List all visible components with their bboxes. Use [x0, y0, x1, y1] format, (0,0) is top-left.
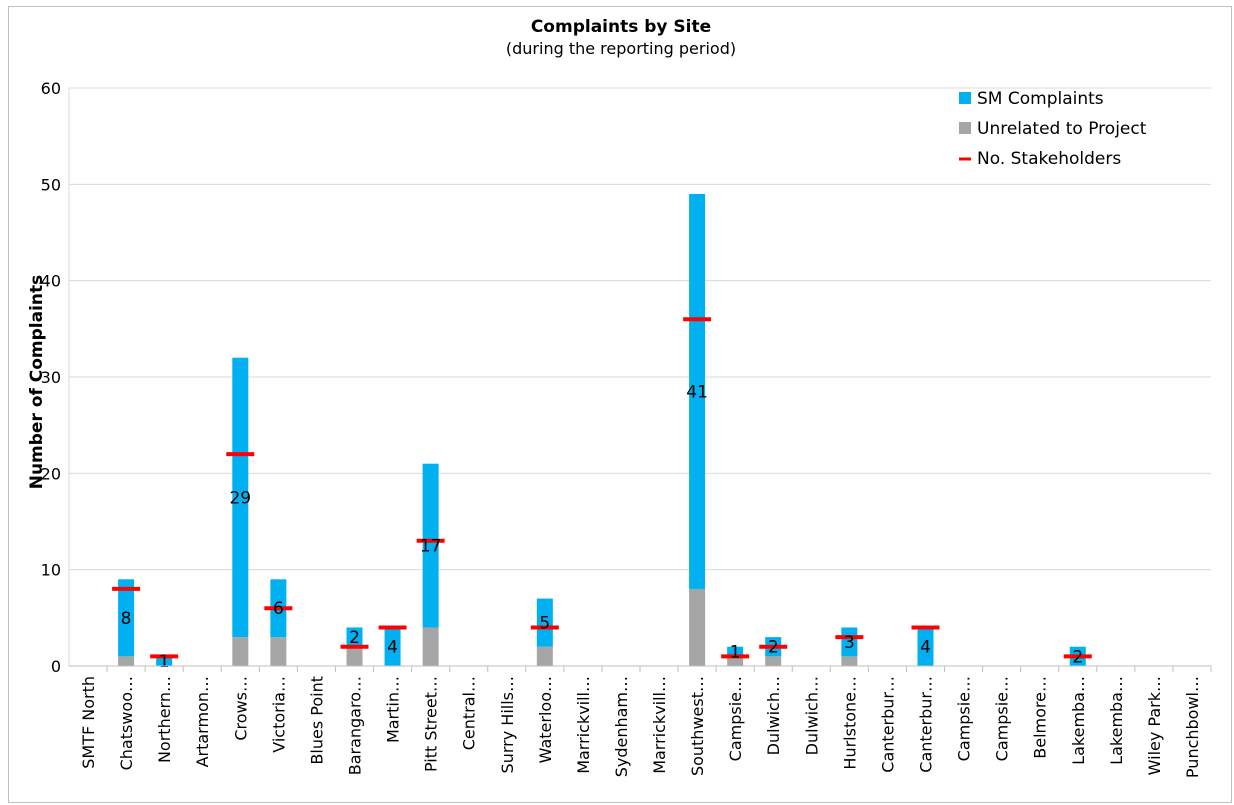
- bar-sm-complaints: [422, 463, 439, 628]
- data-label: 1: [730, 643, 741, 663]
- x-tick-label: Artarmon…: [193, 676, 212, 767]
- x-tick-label: Belmore…: [1031, 676, 1050, 759]
- legend-label-stakeholders: No. Stakeholders: [977, 149, 1121, 169]
- x-tick-label: Campsie…: [993, 676, 1012, 761]
- x-tick-label: Crows…: [231, 676, 250, 741]
- y-tick-label: 40: [41, 272, 61, 291]
- stakeholder-markers: [112, 317, 1092, 659]
- data-label: 1: [159, 652, 170, 672]
- data-label: 6: [273, 599, 284, 619]
- x-tick-label: Wiley Park…: [1145, 676, 1164, 775]
- data-labels: 8 1 29 6 2 4 17 5 41 1 2 3 4 2: [121, 382, 1083, 672]
- bar-sm-complaints: [232, 357, 249, 638]
- bar-sm-complaints: [156, 656, 173, 666]
- data-label: 29: [229, 488, 251, 508]
- y-axis-label: Number of Complaints: [27, 275, 47, 490]
- bar-sm-complaints: [727, 646, 744, 657]
- bar-unrelated: [765, 656, 782, 666]
- y-tick-label: 50: [41, 175, 61, 194]
- x-tick-label: Campsie…: [726, 676, 745, 761]
- bar-unrelated: [270, 637, 287, 666]
- x-tick-label: Hurlstone…: [840, 676, 859, 770]
- x-tick-label: Canterbur…: [917, 676, 936, 773]
- bar-sm-complaints: [841, 627, 858, 657]
- bars: [118, 193, 1086, 666]
- data-label: 2: [768, 638, 779, 658]
- grid: [69, 87, 1211, 571]
- bar-sm-complaints: [118, 579, 135, 657]
- x-tick-label: Pitt Street…: [422, 676, 441, 772]
- legend-swatch-sm: [959, 92, 971, 104]
- complaints-chart: Complaints by Site (during the reporting…: [27, 17, 1212, 778]
- data-label: 2: [349, 628, 360, 648]
- bar-sm-complaints: [384, 627, 401, 666]
- data-label: 2: [1072, 647, 1083, 667]
- x-tick-label: Victoria…: [269, 676, 288, 753]
- x-tick-label: Chatswoo…: [117, 676, 136, 770]
- y-tick-label: 10: [41, 561, 61, 580]
- data-label: 8: [121, 609, 132, 629]
- x-tick-label: Canterbur…: [878, 676, 897, 773]
- x-tick-label: Lakemba…: [1107, 676, 1126, 765]
- legend-label-unrelated: Unrelated to Project: [977, 119, 1147, 139]
- x-tick-label: Marrickvill…: [574, 676, 593, 774]
- data-label: 4: [920, 638, 931, 658]
- x-tick-label: Punchbowl…: [1183, 676, 1202, 778]
- legend-swatch-unrelated: [959, 122, 971, 134]
- x-tick-label: Central…: [460, 676, 479, 750]
- x-tick-label: Blues Point: [307, 676, 326, 765]
- bar-unrelated: [727, 656, 744, 666]
- x-tick-label: Campsie…: [955, 676, 974, 761]
- legend-label-sm: SM Complaints: [977, 89, 1104, 109]
- x-axis: SMTF North Chatswoo… Northern… Artarmon… Cro…: [69, 665, 1212, 778]
- y-tick-label: 30: [41, 368, 61, 387]
- bar-unrelated: [232, 637, 249, 666]
- bar-unrelated: [536, 646, 553, 666]
- x-tick-label: Lakemba…: [1069, 676, 1088, 765]
- bar-unrelated: [422, 627, 439, 666]
- data-label: 4: [387, 638, 398, 658]
- x-tick-label: Dulwich…: [764, 676, 783, 755]
- data-label: 17: [420, 537, 442, 557]
- x-tick-label: Northern…: [155, 676, 174, 763]
- bar-sm-complaints: [917, 627, 934, 666]
- bar-sm-complaints: [689, 193, 706, 589]
- data-label: 5: [539, 614, 550, 634]
- x-tick-label: Dulwich…: [802, 676, 821, 755]
- bar-sm-complaints: [346, 627, 363, 647]
- data-label: 3: [844, 633, 855, 653]
- chart-area: Complaints by Site (during the reporting…: [8, 6, 1232, 803]
- x-tick-label: Barangaro…: [346, 676, 365, 775]
- y-tick-label: 60: [41, 79, 61, 98]
- x-tick-label: Sydenham…: [612, 676, 631, 777]
- bar-unrelated: [841, 656, 858, 666]
- bar-unrelated: [118, 656, 135, 666]
- x-tick-label: Surry Hills…: [498, 676, 517, 773]
- y-tick-label: 20: [41, 464, 61, 483]
- legend: SM Complaints Unrelated to Project No. Sta…: [959, 89, 1147, 169]
- data-label: 41: [686, 382, 708, 402]
- bar-unrelated: [346, 646, 363, 666]
- x-tick-label: Marrickvill…: [650, 676, 669, 774]
- x-tick-label: Southwest…: [688, 676, 707, 776]
- chart-subtitle: (during the reporting period): [506, 39, 736, 58]
- x-tick-label: Martin…: [384, 676, 403, 743]
- bar-sm-complaints: [536, 598, 553, 647]
- y-tick-label: 0: [51, 657, 61, 676]
- y-axis: 0 10 20 30 40 50 60: [41, 79, 70, 676]
- x-tick-label: Waterloo…: [536, 676, 555, 763]
- chart-title: Complaints by Site: [531, 17, 711, 37]
- bar-unrelated: [689, 588, 706, 666]
- x-tick-label: SMTF North: [79, 676, 98, 769]
